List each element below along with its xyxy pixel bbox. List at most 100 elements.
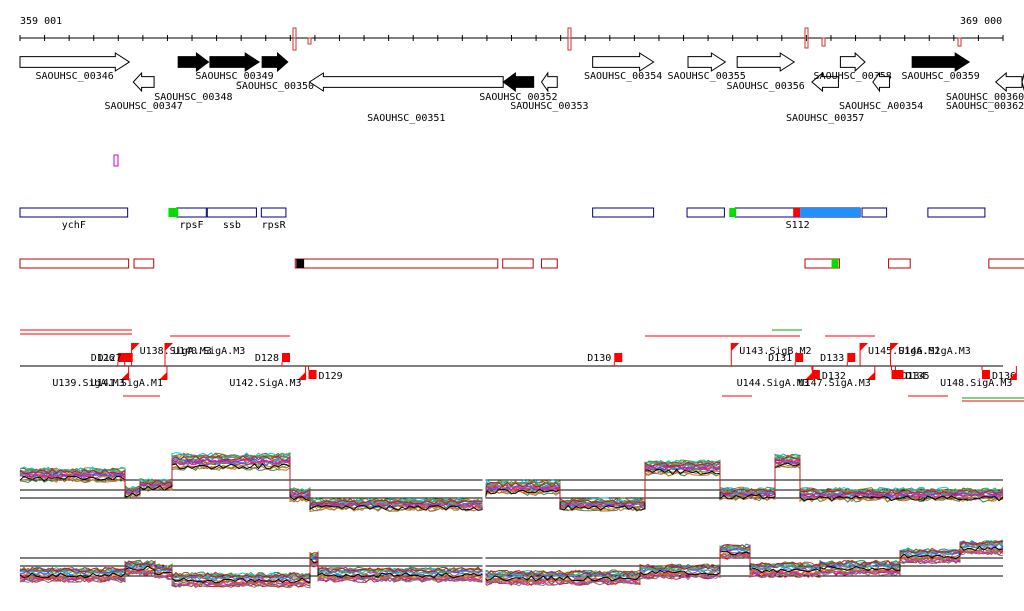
promoter-arrow[interactable] bbox=[731, 343, 740, 351]
gene-arrow[interactable] bbox=[132, 71, 155, 93]
operon-box[interactable] bbox=[686, 207, 725, 218]
gene-label: SAOUHSC_00354 bbox=[584, 71, 662, 82]
promoter-arrow[interactable] bbox=[165, 343, 174, 351]
transcript-box[interactable] bbox=[502, 258, 534, 269]
expression-curve bbox=[19, 462, 1004, 511]
red-segments bbox=[20, 329, 1024, 402]
gene-arrow[interactable] bbox=[540, 71, 558, 93]
ruler-start-label: 359 001 bbox=[20, 16, 62, 27]
expression-curve bbox=[19, 550, 1004, 589]
gene-arrow[interactable] bbox=[687, 52, 727, 72]
operon-box[interactable] bbox=[19, 207, 129, 218]
gene-arrow[interactable] bbox=[308, 72, 504, 92]
gene-label: SAOUHSC_00348 bbox=[154, 92, 232, 103]
gene-label: SAOUHSC_00349 bbox=[195, 71, 273, 82]
operon-box[interactable] bbox=[861, 207, 888, 218]
promoter-box[interactable] bbox=[811, 370, 820, 379]
promoter-arrow[interactable] bbox=[158, 372, 167, 380]
promoter-arrow[interactable] bbox=[866, 372, 875, 380]
gene-arrow[interactable] bbox=[994, 71, 1023, 93]
gene-arrow[interactable] bbox=[839, 51, 866, 73]
gene-arrow[interactable] bbox=[592, 52, 655, 72]
promoter-arrow[interactable] bbox=[1008, 372, 1017, 380]
operon-box[interactable] bbox=[927, 207, 986, 218]
transcript-box[interactable] bbox=[888, 258, 911, 269]
promoter-label: U142.SigA.M3 bbox=[229, 378, 301, 389]
ruler-end-label: 369 000 bbox=[960, 16, 1002, 27]
promoter-arrow[interactable] bbox=[297, 372, 306, 380]
promoter-label: D136 bbox=[992, 371, 1016, 382]
gene-arrow[interactable] bbox=[811, 71, 839, 93]
ruler-ticks bbox=[19, 35, 1004, 41]
operon-mark bbox=[793, 208, 801, 217]
promoter-label: U144.SigA.M3 bbox=[737, 378, 809, 389]
ruler-peak bbox=[292, 27, 297, 39]
ruler-peak-marks bbox=[292, 27, 962, 51]
gene-arrow[interactable] bbox=[261, 51, 289, 73]
gene-arrow[interactable] bbox=[19, 52, 131, 72]
ruler-peak bbox=[804, 27, 809, 39]
transcript-box[interactable] bbox=[19, 258, 130, 269]
gene-arrow[interactable] bbox=[177, 52, 210, 72]
expression-curve bbox=[19, 540, 1004, 579]
promoter-box[interactable] bbox=[795, 353, 804, 362]
transcript-box[interactable] bbox=[541, 258, 558, 269]
promoter-arrow[interactable] bbox=[860, 343, 869, 351]
promoter-label: D135 bbox=[905, 371, 929, 382]
promoter-box[interactable] bbox=[981, 370, 990, 379]
promoter-box[interactable] bbox=[124, 353, 133, 362]
operon-label: ssb bbox=[223, 220, 241, 231]
gene-label: SAOUHSC_00358 bbox=[814, 71, 892, 82]
operon-box[interactable] bbox=[592, 207, 655, 218]
transcript-box[interactable] bbox=[294, 258, 499, 269]
promoter-box[interactable] bbox=[614, 353, 623, 362]
promoter-box[interactable] bbox=[847, 353, 856, 362]
expression-curve bbox=[19, 455, 1004, 506]
gene-arrow[interactable] bbox=[872, 71, 891, 93]
expression-curve bbox=[19, 544, 1004, 584]
gene-arrow[interactable] bbox=[911, 52, 971, 72]
gene-arrow[interactable] bbox=[736, 52, 796, 72]
promoter-label: D127 bbox=[98, 353, 122, 364]
gene-arrow[interactable] bbox=[209, 52, 261, 72]
gene-label: SAOUHSC_00351 bbox=[367, 113, 445, 124]
promoter-box[interactable] bbox=[895, 370, 904, 379]
transcript-box[interactable] bbox=[804, 258, 840, 269]
promoter-arrow[interactable] bbox=[890, 343, 899, 351]
ruler-peak bbox=[292, 37, 297, 51]
promoter-label: U146.SigA.M3 bbox=[899, 346, 971, 357]
promoter-arrow[interactable] bbox=[120, 372, 129, 380]
operon-label: rpsF bbox=[180, 220, 204, 231]
gene-arrow[interactable] bbox=[502, 72, 535, 92]
expression-curve bbox=[19, 548, 1004, 586]
expression-curve bbox=[19, 463, 1004, 512]
operon-box[interactable] bbox=[260, 207, 287, 218]
promoter-box[interactable] bbox=[281, 353, 290, 362]
operon-label: rpsR bbox=[262, 220, 287, 231]
gene-label: SAOUHSC_00350 bbox=[236, 81, 314, 92]
gene-label: SAOUHSC_00355 bbox=[668, 71, 746, 82]
promoter-label: D131 bbox=[768, 353, 792, 364]
promoter-box[interactable] bbox=[117, 353, 126, 362]
promoter-label: D132 bbox=[822, 371, 846, 382]
expression-profile-lower bbox=[19, 539, 1004, 600]
transcript-mark bbox=[831, 259, 839, 268]
promoter-label: U148.SigA.M3 bbox=[940, 378, 1012, 389]
operon-box[interactable] bbox=[206, 207, 257, 218]
operon-label: S112 bbox=[786, 220, 810, 231]
operon-box[interactable] bbox=[176, 207, 207, 218]
ruler-peak bbox=[567, 27, 572, 39]
gene-label: SAOUHSC_00353 bbox=[510, 101, 588, 112]
promoter-label: D130 bbox=[587, 353, 611, 364]
operon-mark bbox=[729, 208, 737, 217]
promoter-arrow[interactable] bbox=[804, 372, 813, 380]
expression-curve bbox=[19, 550, 1004, 587]
transcript-box[interactable] bbox=[988, 258, 1024, 269]
promoter-box[interactable] bbox=[308, 370, 317, 379]
magenta-marker bbox=[113, 154, 119, 167]
transcript-box[interactable] bbox=[133, 258, 155, 269]
promoter-arrow[interactable] bbox=[131, 343, 140, 351]
